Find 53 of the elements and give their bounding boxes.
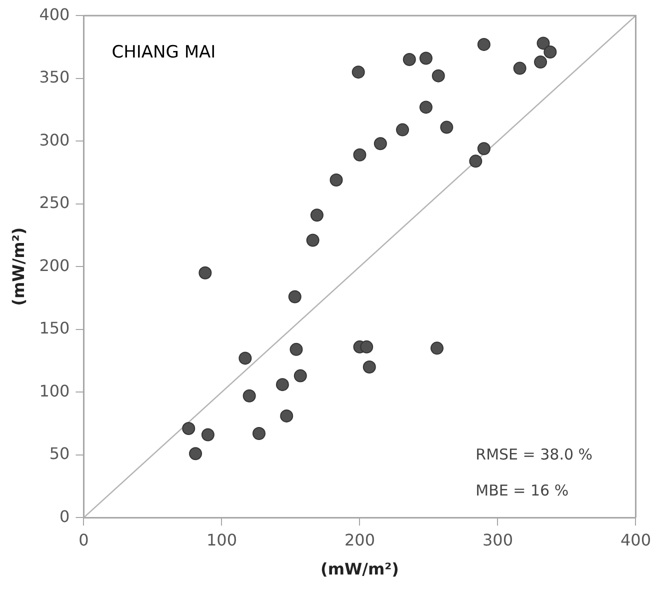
point	[362, 360, 376, 374]
point	[280, 409, 294, 422]
point	[477, 142, 490, 156]
point	[396, 123, 410, 136]
x-tick-label: 400	[620, 530, 652, 550]
y-tick-label: 300	[39, 130, 70, 150]
point	[536, 36, 550, 50]
annotation: MBE = 16 %	[476, 482, 569, 500]
point	[294, 369, 307, 382]
point	[189, 447, 202, 460]
point	[352, 66, 365, 79]
annotation: RMSE = 38.0 %	[476, 446, 593, 464]
point	[290, 342, 303, 356]
y-tick-label: 150	[39, 318, 70, 338]
x-tick-label: 300	[482, 530, 514, 550]
point	[276, 378, 289, 392]
point	[353, 148, 366, 162]
y-axis-title: (mW/m²)	[8, 227, 28, 306]
point	[432, 69, 445, 82]
point	[201, 428, 214, 442]
point	[440, 120, 454, 134]
point	[330, 174, 343, 187]
y-tick-label: 100	[39, 381, 70, 400]
annotation: CHIANG MAI	[112, 42, 216, 63]
point	[419, 100, 432, 114]
point	[544, 45, 557, 58]
point	[430, 342, 444, 355]
x-tick-label: 100	[206, 530, 238, 550]
y-tick-label: 400	[39, 4, 70, 24]
point	[182, 422, 196, 435]
point	[469, 154, 482, 168]
point	[477, 38, 490, 51]
y-tick-label: 0	[60, 506, 70, 526]
point	[360, 340, 374, 354]
y-tick-label: 50	[49, 444, 70, 464]
point	[402, 53, 416, 66]
y-tick-label: 350	[39, 68, 70, 87]
y-tick-label: 250	[39, 193, 70, 212]
point	[238, 352, 252, 365]
x-axis-title: (mW/m²)	[320, 560, 399, 579]
point	[198, 266, 212, 280]
point	[306, 234, 320, 247]
point	[374, 137, 387, 150]
point	[513, 62, 526, 75]
x-tick-label: 200	[344, 530, 376, 550]
point	[534, 56, 548, 69]
point	[419, 52, 432, 65]
point	[288, 290, 302, 304]
point	[310, 208, 324, 222]
x-tick-label: 0	[78, 530, 89, 550]
y-tick-label: 200	[39, 256, 70, 275]
point	[252, 427, 266, 440]
point	[242, 389, 256, 402]
